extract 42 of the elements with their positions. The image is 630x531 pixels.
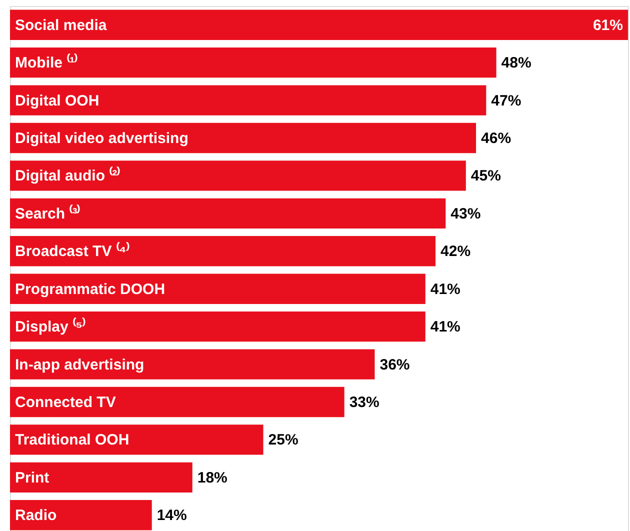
bar <box>10 160 466 191</box>
bar <box>10 462 192 493</box>
bar <box>10 500 152 530</box>
y-tick-label: Radio <box>15 507 57 524</box>
data-label: 47% <box>491 92 522 110</box>
y-tick-label: In-app advertising <box>15 356 144 374</box>
data-label: 45% <box>470 168 501 185</box>
bar <box>10 198 446 229</box>
y-tick-label: Digital audio ⁽²⁾ <box>15 166 120 185</box>
data-label: 46% <box>481 130 512 147</box>
y-tick-label: Print <box>15 469 50 486</box>
y-tick-label: Connected TV <box>15 394 116 411</box>
bar <box>10 424 264 455</box>
bar <box>10 47 496 78</box>
bar <box>10 349 375 380</box>
y-tick-label: Display ⁽⁵⁾ <box>15 318 86 336</box>
y-tick-label: Programmatic DOOH <box>15 280 166 298</box>
y-tick-label: Broadcast TV ⁽⁴⁾ <box>15 242 130 260</box>
y-tick-label: Digital video advertising <box>15 130 188 147</box>
data-label: 43% <box>450 205 481 222</box>
data-label: 48% <box>501 54 532 72</box>
bar <box>10 386 344 418</box>
bar <box>10 10 628 40</box>
data-label: 61% <box>592 16 623 34</box>
data-label: 14% <box>156 507 187 524</box>
data-label: 33% <box>349 394 380 411</box>
data-label: 41% <box>430 318 460 336</box>
data-label: 41% <box>430 280 460 298</box>
data-label: 36% <box>380 356 410 374</box>
data-label: 18% <box>197 469 228 486</box>
y-tick-label: Mobile ⁽¹⁾ <box>15 54 78 72</box>
bar <box>10 236 436 266</box>
bar <box>10 85 486 116</box>
bar <box>10 122 476 154</box>
data-label: 25% <box>268 432 298 449</box>
y-tick-label: Social media <box>15 16 108 34</box>
bar <box>10 311 426 342</box>
data-label: 42% <box>440 243 471 260</box>
bar <box>10 274 426 304</box>
y-tick-label: Search ⁽³⁾ <box>15 204 80 222</box>
y-tick-label: Digital OOH <box>15 92 100 110</box>
y-tick-label: Traditional OOH <box>15 432 130 449</box>
